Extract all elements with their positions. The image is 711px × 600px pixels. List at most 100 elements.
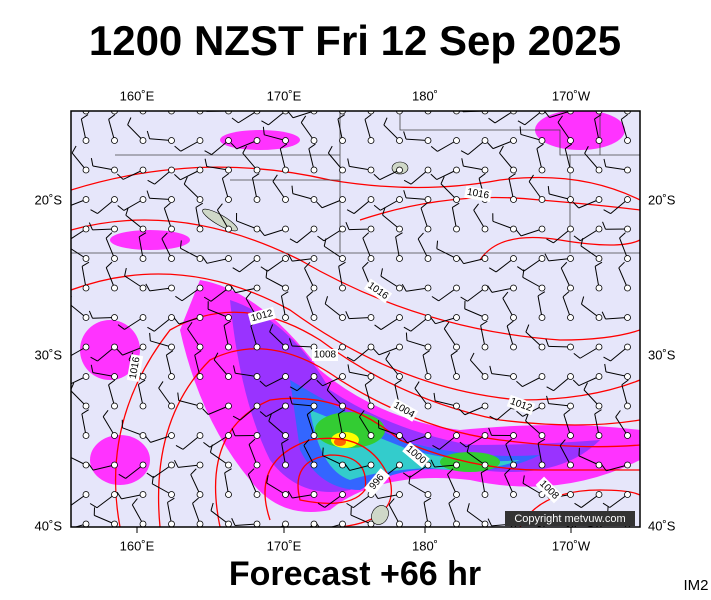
barb-feather — [337, 114, 345, 120]
barb-feather — [448, 497, 456, 504]
station — [196, 402, 204, 410]
barb-feather — [430, 173, 438, 180]
isobar-label: 1016 — [128, 356, 143, 380]
station — [282, 520, 289, 527]
barb-feather — [574, 502, 582, 508]
barb-feather — [127, 117, 132, 125]
station — [82, 314, 90, 321]
barb-feather — [573, 235, 581, 242]
barb-feather — [306, 409, 314, 415]
barb-staff — [581, 303, 600, 318]
barb-feather — [306, 291, 314, 298]
barb-staff — [605, 317, 628, 320]
barb-feather — [259, 380, 267, 387]
barb-staff — [167, 502, 172, 525]
barb-staff — [81, 413, 87, 436]
barb-feather — [560, 261, 568, 269]
barb-staff — [508, 177, 514, 200]
barb-feather — [116, 491, 122, 500]
barb-staff — [264, 134, 286, 141]
barb-feather — [401, 283, 407, 292]
barb-feather — [262, 126, 265, 135]
barb-staff — [553, 376, 571, 392]
barb-staff — [124, 317, 144, 330]
barb-staff — [252, 177, 258, 200]
latitude-label: 40˚S — [35, 518, 63, 533]
station — [481, 284, 489, 292]
barb-staff — [524, 111, 543, 126]
barb-feather — [81, 114, 89, 120]
barb-feather — [345, 311, 350, 319]
barb-feather — [179, 240, 182, 249]
station — [196, 343, 204, 351]
barb-staff — [265, 376, 286, 387]
longitude-label: 170˚E — [267, 88, 302, 103]
barb-staff — [71, 390, 87, 407]
station — [510, 432, 517, 439]
barb-feather — [338, 409, 346, 415]
barb-feather — [546, 395, 550, 404]
barb-staff — [242, 152, 258, 171]
station — [367, 402, 375, 410]
station — [225, 225, 232, 233]
station — [139, 491, 147, 498]
barb-feather — [272, 174, 278, 182]
barb-staff — [154, 317, 172, 332]
barb-staff — [92, 464, 115, 471]
barb-staff — [463, 165, 486, 171]
station — [310, 137, 318, 144]
station — [481, 137, 489, 144]
barb-staff — [434, 464, 457, 468]
station — [510, 137, 517, 144]
station — [424, 520, 432, 527]
station — [396, 432, 403, 439]
station — [310, 196, 318, 203]
station — [424, 196, 432, 203]
station — [367, 225, 375, 233]
barb-feather — [269, 324, 274, 332]
barb-staff — [213, 359, 229, 377]
barb-feather — [125, 207, 129, 216]
station — [253, 137, 261, 144]
barb-feather — [619, 232, 626, 239]
barb-staff — [281, 443, 286, 466]
station — [111, 520, 118, 527]
barb-feather — [344, 463, 351, 471]
barb-feather — [245, 291, 252, 299]
station — [595, 196, 603, 203]
barb-feather — [177, 392, 180, 401]
station — [538, 314, 546, 321]
station — [253, 343, 261, 351]
barb-feather — [519, 126, 522, 135]
station — [82, 137, 90, 144]
barb-staff — [408, 483, 429, 495]
barb-feather — [116, 173, 124, 180]
barb-staff — [73, 523, 87, 527]
barb-feather — [515, 229, 522, 237]
barb-staff — [436, 169, 457, 180]
barb-feather — [322, 447, 324, 456]
station — [567, 196, 574, 203]
station — [339, 432, 346, 439]
barb-feather — [81, 261, 90, 267]
station — [396, 166, 403, 174]
barb-staff — [491, 373, 514, 377]
barb-feather — [487, 518, 493, 527]
barb-staff — [594, 266, 600, 289]
barb-feather — [146, 190, 151, 199]
station — [424, 402, 432, 410]
barb-staff — [221, 178, 229, 200]
station — [567, 373, 574, 380]
barb-staff — [337, 413, 343, 436]
barb-feather — [290, 534, 297, 538]
barb-feather — [405, 332, 408, 341]
barb-staff — [406, 340, 429, 348]
barb-staff — [581, 494, 600, 508]
barb-feather — [562, 291, 570, 298]
barb-staff — [437, 140, 457, 152]
latitude-label: 20˚S — [35, 192, 63, 207]
station — [424, 461, 432, 469]
barb-staff — [279, 148, 286, 171]
title: 1200 NZST Fri 12 Sep 2025 — [89, 17, 621, 64]
station — [310, 314, 318, 321]
